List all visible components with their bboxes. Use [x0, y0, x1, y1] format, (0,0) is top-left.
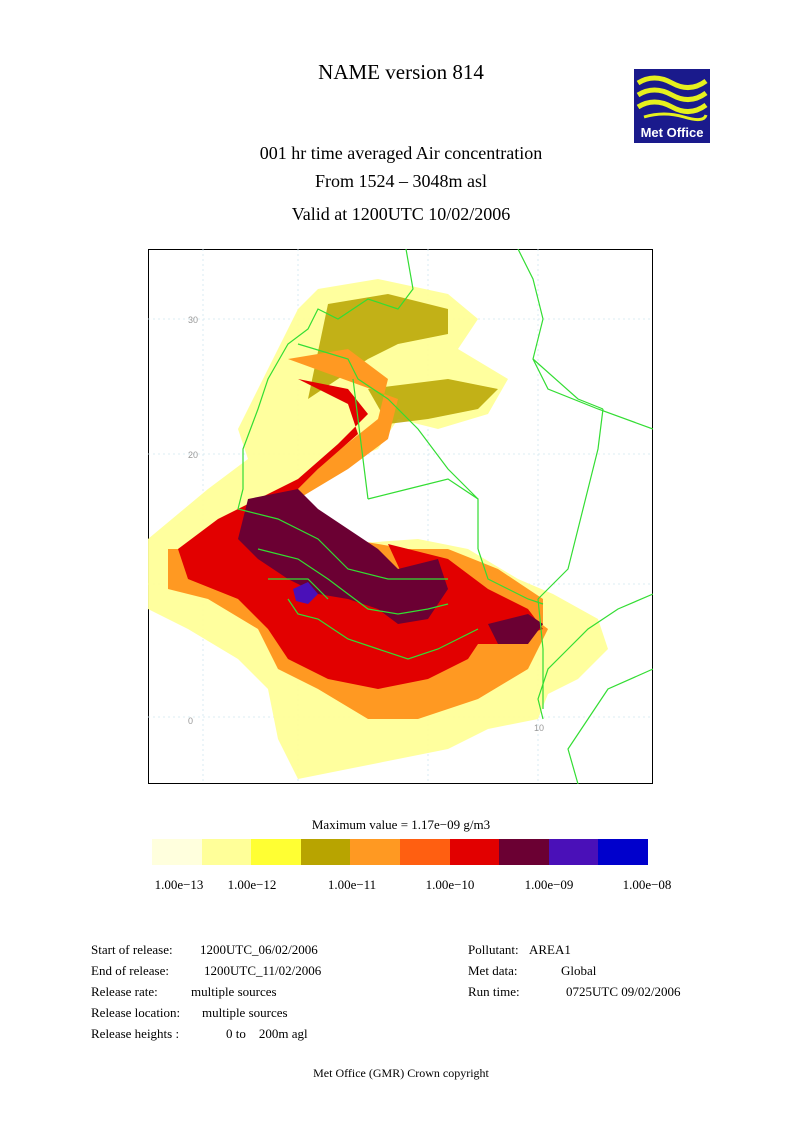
pollutant-label: Pollutant:: [468, 942, 519, 957]
legend-swatch: [499, 839, 549, 865]
start-value: 1200UTC_06/02/2006: [200, 942, 318, 957]
level-range: From 1524 – 3048m asl: [314, 171, 487, 191]
legend-swatch: [598, 839, 648, 865]
legend-tick: 1.00e−13: [154, 877, 204, 892]
heights-value: 0 to 200m agl: [226, 1026, 308, 1041]
rate-value: multiple sources: [191, 984, 277, 999]
legend-tick: 1.00e−09: [524, 877, 574, 892]
lat-label-30: 30: [188, 315, 198, 325]
lon-label-10: 10: [534, 723, 544, 733]
lat-label-0: 0: [188, 716, 193, 726]
legend-tick: 1.00e−10: [425, 877, 475, 892]
legend-swatch: [201, 839, 252, 865]
concentration-map: 30 20 0 10: [148, 249, 653, 784]
legend-tick: 1.00e−08: [622, 877, 672, 892]
heights-label: Release heights :: [91, 1026, 180, 1041]
legend-swatch: [251, 839, 301, 865]
field-description: 001 hr time averaged Air concentration: [259, 143, 543, 163]
color-legend: [152, 839, 648, 865]
legend-tick: 1.00e−12: [227, 877, 277, 892]
rate-label: Release rate:: [91, 984, 158, 999]
legend-swatch: [449, 839, 500, 865]
met-data-value: Global: [561, 963, 597, 978]
legend-swatch: [152, 839, 202, 865]
legend-tick: 1.00e−11: [327, 877, 377, 892]
valid-time: Valid at 1200UTC 10/02/2006: [291, 204, 511, 224]
lat-label-20: 20: [188, 450, 198, 460]
end-label: End of release:: [91, 963, 169, 978]
legend-swatch: [399, 839, 450, 865]
legend-swatch: [300, 839, 351, 865]
logo-text: Met Office: [641, 125, 704, 140]
maximum-value: Maximum value = 1.17e−09 g/m3: [311, 817, 491, 832]
pollutant-value: AREA1: [529, 942, 571, 957]
run-time-value: 0725UTC 09/02/2006: [566, 984, 681, 999]
location-value: multiple sources: [202, 1005, 288, 1020]
location-label: Release location:: [91, 1005, 181, 1020]
met-office-logo: Met Office: [634, 69, 710, 143]
end-value: 1200UTC_11/02/2006: [204, 963, 322, 978]
country-borders: [237, 249, 653, 784]
plume-dark: [238, 489, 543, 644]
plume-blue: [293, 582, 318, 604]
run-time-label: Run time:: [468, 984, 520, 999]
plot-title: NAME version 814: [318, 60, 484, 84]
copyright: Met Office (GMR) Crown copyright: [313, 1066, 489, 1080]
legend-swatch: [548, 839, 599, 865]
start-label: Start of release:: [91, 942, 173, 957]
legend-swatch: [350, 839, 400, 865]
met-data-label: Met data:: [468, 963, 518, 978]
